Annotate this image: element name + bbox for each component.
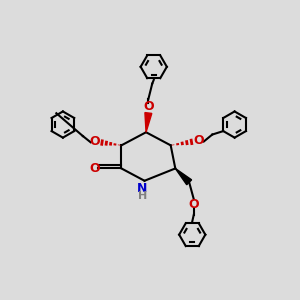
Text: H: H	[138, 191, 147, 201]
Text: O: O	[89, 135, 100, 148]
Text: O: O	[194, 134, 205, 147]
Text: O: O	[89, 162, 100, 175]
Text: O: O	[143, 100, 154, 113]
Text: N: N	[137, 182, 147, 195]
Polygon shape	[145, 112, 152, 132]
Polygon shape	[175, 168, 192, 185]
Text: O: O	[188, 198, 199, 211]
